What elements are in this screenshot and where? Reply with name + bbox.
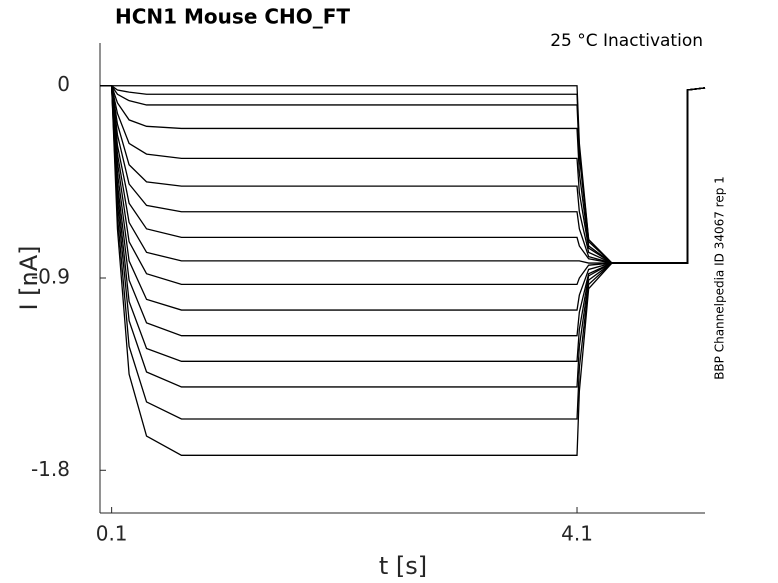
- trace-line: [100, 85, 706, 264]
- trace-line: [100, 85, 706, 337]
- trace-line: [100, 85, 706, 420]
- side-note: BBP Channelpedia ID 34067 rep 1: [713, 176, 727, 380]
- y-tick-label: 0: [57, 72, 70, 96]
- trace-line: [100, 85, 706, 264]
- chart-title: HCN1 Mouse CHO_FT: [115, 5, 350, 29]
- trace-line: [100, 85, 706, 264]
- y-tick-label: -1.8: [31, 457, 70, 481]
- trace-line: [100, 85, 706, 286]
- trace-line: [100, 85, 706, 456]
- y-axis-label: I [nA]: [15, 245, 43, 310]
- trace-line: [100, 85, 706, 388]
- trace-line: [100, 85, 706, 264]
- trace-line: [100, 85, 706, 264]
- annotation: 25 °C Inactivation: [550, 31, 703, 51]
- trace-line: [100, 85, 706, 362]
- y-tick-label: -0.9: [31, 265, 70, 289]
- trace-line: [100, 85, 706, 264]
- trace-line: [100, 85, 706, 311]
- trace-line: [100, 85, 706, 264]
- x-axis-label: t [s]: [379, 552, 427, 580]
- trace-line: [100, 85, 706, 264]
- x-tick-label: 0.1: [96, 522, 128, 546]
- x-tick-label: 4.1: [561, 522, 593, 546]
- trace-line: [100, 85, 706, 264]
